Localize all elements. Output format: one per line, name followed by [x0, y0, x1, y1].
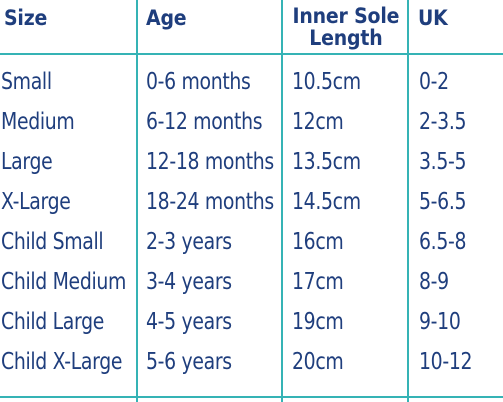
row-0-uk: 0-2 [419, 69, 449, 95]
column-divider [407, 0, 409, 402]
row-2-size: Large [1, 149, 53, 175]
row-0-length: 10.5cm [292, 69, 361, 95]
row-1-uk: 2-3.5 [419, 109, 467, 135]
header-uk: UK [418, 6, 448, 30]
bottom-divider [0, 396, 503, 398]
row-5-length: 17cm [292, 269, 344, 295]
row-7-size: Child X-Large [1, 349, 123, 375]
row-1-length: 12cm [292, 109, 344, 135]
header-divider [0, 53, 503, 55]
row-4-age: 2-3 years [146, 229, 232, 255]
column-divider [281, 0, 283, 402]
row-5-age: 3-4 years [146, 269, 232, 295]
row-4-length: 16cm [292, 229, 344, 255]
header-inner-sole-line2: Length [309, 26, 383, 50]
row-6-length: 19cm [292, 309, 344, 335]
row-2-uk: 3.5-5 [419, 149, 467, 175]
row-7-age: 5-6 years [146, 349, 232, 375]
row-4-uk: 6.5-8 [419, 229, 467, 255]
row-3-age: 18-24 months [146, 189, 274, 215]
row-6-age: 4-5 years [146, 309, 232, 335]
header-inner-sole-line1: Inner Sole [292, 4, 400, 28]
header-inner-sole-length: Inner Sole Length [291, 5, 401, 49]
row-1-size: Medium [1, 109, 75, 135]
row-1-age: 6-12 months [146, 109, 263, 135]
row-5-uk: 8-9 [419, 269, 449, 295]
row-7-length: 20cm [292, 349, 344, 375]
column-divider [136, 0, 138, 402]
row-3-uk: 5-6.5 [419, 189, 467, 215]
header-size: Size [4, 6, 48, 30]
row-6-size: Child Large [1, 309, 105, 335]
row-0-age: 0-6 months [146, 69, 251, 95]
row-2-age: 12-18 months [146, 149, 274, 175]
row-0-size: Small [1, 69, 52, 95]
row-2-length: 13.5cm [292, 149, 361, 175]
row-4-size: Child Small [1, 229, 104, 255]
header-age: Age [146, 6, 187, 30]
row-7-uk: 10-12 [419, 349, 473, 375]
row-6-uk: 9-10 [419, 309, 461, 335]
row-3-length: 14.5cm [292, 189, 361, 215]
row-3-size: X-Large [1, 189, 71, 215]
row-5-size: Child Medium [1, 269, 127, 295]
